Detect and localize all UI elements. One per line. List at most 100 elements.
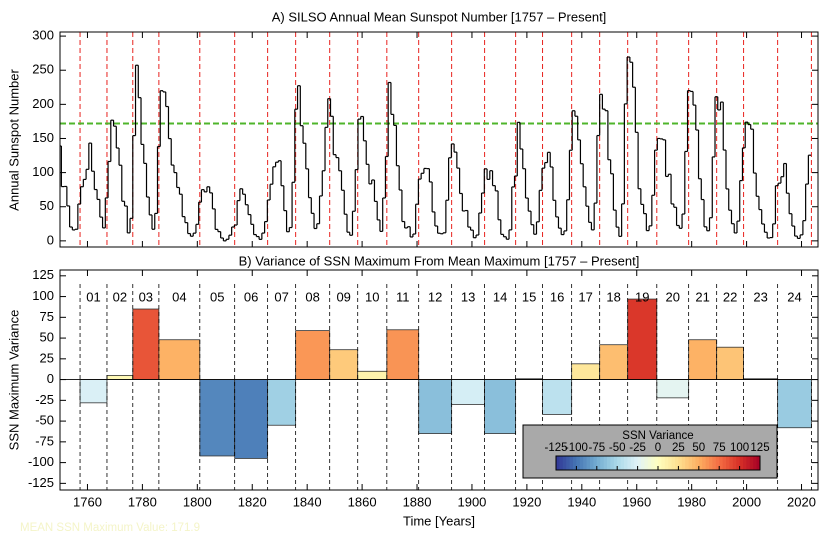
colorbar-segment <box>559 456 564 470</box>
colorbar-tick-label: 25 <box>672 442 685 454</box>
colorbar-segment <box>722 456 727 470</box>
colorbar-segment <box>579 456 584 470</box>
bar <box>267 379 297 426</box>
cycle-label: 07 <box>274 289 288 304</box>
plot-area-top <box>60 32 818 247</box>
colorbar-segment <box>726 456 730 470</box>
colorbar-segment <box>590 456 594 470</box>
colorbar-segment <box>627 456 632 470</box>
bar <box>357 370 388 380</box>
colorbar-segment <box>654 456 659 470</box>
x-tick-label: 1980 <box>677 494 706 509</box>
chart-title: B) Variance of SSN Maximum From Mean Max… <box>239 253 640 268</box>
colorbar-segment <box>603 456 608 470</box>
colorbar-tick-label: 50 <box>692 442 705 454</box>
colorbar-segment <box>566 456 571 470</box>
bar <box>106 375 134 380</box>
colorbar-segment <box>685 456 690 470</box>
y-tick-label: 0 <box>47 232 54 247</box>
x-tick-label: 1880 <box>403 494 432 509</box>
cycle-label: 20 <box>665 289 679 304</box>
colorbar-segment <box>556 456 560 470</box>
bar <box>158 339 201 380</box>
colorbar-segment <box>613 456 618 470</box>
colorbar-tick-label: -100 <box>565 442 588 454</box>
colorbar-segment <box>681 456 686 470</box>
colorbar-segment <box>756 456 761 470</box>
bar <box>688 339 718 380</box>
colorbar-segment <box>651 456 656 470</box>
cycle-label: 16 <box>550 289 564 304</box>
bar <box>234 379 269 459</box>
colorbar-segment <box>661 456 666 470</box>
cycle-label: 01 <box>86 289 100 304</box>
colorbar-tick-label: 0 <box>655 442 661 454</box>
bar <box>599 344 629 380</box>
cycle-label: 13 <box>461 289 475 304</box>
y-tick-label: 0 <box>47 371 54 386</box>
colorbar-segment <box>692 456 696 470</box>
colorbar-segment <box>583 456 588 470</box>
cycle-label: 15 <box>522 289 536 304</box>
chart-title: A) SILSO Annual Mean Sunspot Number [175… <box>272 9 607 24</box>
cycle-label: 24 <box>787 289 801 304</box>
y-tick-label: -100 <box>28 454 54 469</box>
bar <box>295 330 331 380</box>
colorbar-segment <box>702 456 707 470</box>
colorbar-segment <box>743 456 747 470</box>
colorbar-tick-label: 100 <box>730 442 749 454</box>
colorbar-tick-label: -75 <box>588 442 605 454</box>
colorbar-segment <box>647 456 652 470</box>
colorbar-segment <box>712 456 717 470</box>
colorbar-tick-label: -125 <box>544 442 567 454</box>
colorbar-segment <box>668 456 673 470</box>
step-riser <box>60 57 809 241</box>
x-tick-label: 1900 <box>457 494 486 509</box>
colorbar-segment <box>596 456 601 470</box>
colorbar-segment <box>620 456 625 470</box>
colorbar-segment <box>695 456 700 470</box>
y-tick-label: 25 <box>40 350 54 365</box>
colorbar-segment <box>610 456 615 470</box>
cycle-label: 19 <box>635 289 649 304</box>
colorbar-segment <box>736 456 741 470</box>
plot-frame <box>59 269 819 491</box>
colorbar-segment <box>746 456 751 470</box>
bar <box>484 379 517 434</box>
colorbar-segment <box>658 456 662 470</box>
cycle-label: 18 <box>606 289 620 304</box>
colorbar-segment <box>705 456 710 470</box>
colorbar-segment <box>749 456 754 470</box>
x-tick-label: 1780 <box>128 494 157 509</box>
colorbar-segment <box>719 456 724 470</box>
cycle-label: 12 <box>428 289 442 304</box>
colorbar-segment <box>688 456 693 470</box>
cycle-label: 22 <box>723 289 737 304</box>
cycle-label: 05 <box>210 289 224 304</box>
colorbar-segment <box>753 456 758 470</box>
x-tick-label: 1840 <box>293 494 322 509</box>
bar <box>571 363 601 380</box>
y-tick-label: 50 <box>40 330 54 345</box>
colorbar-tick-label: 125 <box>750 442 769 454</box>
cycle-label: 14 <box>493 289 507 304</box>
cycle-label: 02 <box>113 289 127 304</box>
annotation: MEAN SSN Maximum Value: 171.9 <box>20 522 200 534</box>
x-tick-label: 1860 <box>348 494 377 509</box>
x-tick-label: 1920 <box>512 494 541 509</box>
colorbar-tick-label: -25 <box>629 442 646 454</box>
bar <box>716 346 744 380</box>
colorbar-title: SSN Variance <box>622 430 693 442</box>
colorbar-segment <box>715 456 720 470</box>
colorbar-segment <box>576 456 581 470</box>
y-tick-label: -50 <box>35 413 54 428</box>
cycle-label: 10 <box>365 289 379 304</box>
y-axis-label: SSN Maximum Variance <box>6 310 21 451</box>
colorbar-tick-label: 75 <box>713 442 726 454</box>
y-tick-label: 50 <box>40 198 54 213</box>
colorbar-segment <box>664 456 669 470</box>
bar <box>627 298 658 380</box>
colorbar-segment <box>644 456 649 470</box>
